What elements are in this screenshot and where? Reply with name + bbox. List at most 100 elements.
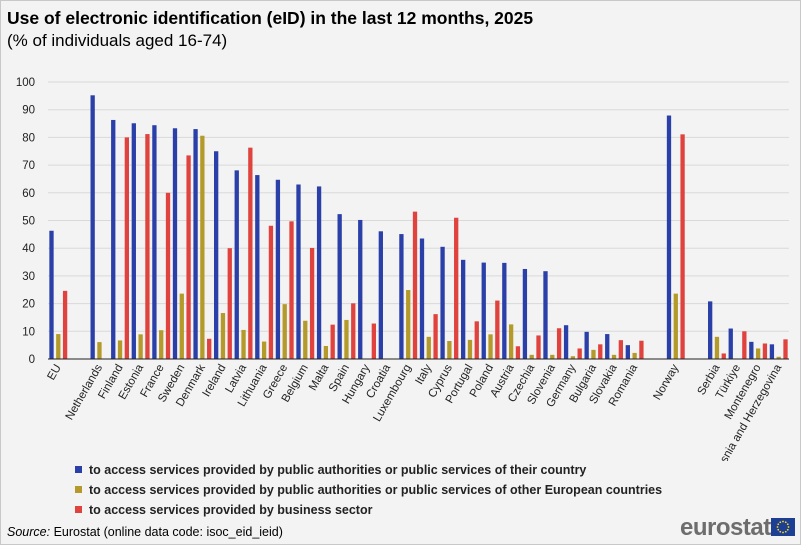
bar-france-series-2 xyxy=(159,330,164,359)
legend-label-3: to access services provided by business … xyxy=(89,503,373,517)
flag-star xyxy=(782,520,784,523)
source-note: Source: Eurostat (online data code: isoc… xyxy=(7,525,283,539)
bar-czechia-series-1 xyxy=(522,268,528,359)
bar-serbia-series-1 xyxy=(708,301,713,359)
bar-portugal-series-3 xyxy=(474,321,479,359)
bar-malta-series-3 xyxy=(330,324,335,359)
gridlines xyxy=(48,81,789,332)
bar-poland-series-3 xyxy=(495,300,500,359)
bar-bulgaria-series-1 xyxy=(584,331,589,359)
legend-swatch-2 xyxy=(75,486,82,493)
bar-austria-series-2 xyxy=(508,324,514,360)
bar-romania-series-1 xyxy=(625,345,630,359)
flag-star xyxy=(786,523,789,526)
bar-bosnia-and-herzegovina-series-1 xyxy=(769,344,775,359)
x-tick-label: Norway xyxy=(652,362,682,402)
bar-greece-series-1 xyxy=(275,179,281,359)
bar-spain-series-3 xyxy=(351,303,356,359)
bar-sweden-series-2 xyxy=(179,293,184,359)
eu-flag-icon xyxy=(771,518,795,536)
bar-cyprus-series-3 xyxy=(454,217,459,359)
bar-eu-series-3 xyxy=(62,290,68,359)
bars xyxy=(49,95,788,360)
bar-lithuania-series-2 xyxy=(261,341,267,359)
bar-serbia-series-3 xyxy=(721,353,726,359)
bar-latvia-series-1 xyxy=(234,170,239,359)
bar-hungary-series-3 xyxy=(371,323,376,359)
bar-denmark-series-3 xyxy=(207,338,212,359)
bar-serbia-series-2 xyxy=(714,336,720,359)
bar-eu-series-2 xyxy=(56,334,61,359)
bar-lithuania-series-1 xyxy=(255,175,260,359)
bar-greece-series-3 xyxy=(289,221,294,359)
bar-portugal-series-2 xyxy=(467,339,473,359)
bar-montenegro-series-2 xyxy=(755,348,761,359)
legend-label-1: to access services provided by public au… xyxy=(89,463,587,477)
bar-belgium-series-1 xyxy=(296,184,301,359)
bar-norway-series-1 xyxy=(666,115,672,360)
bar-finland-series-3 xyxy=(124,137,129,359)
x-tick-label: Italy xyxy=(413,362,434,386)
chart-subtitle: (% of individuals aged 16-74) xyxy=(7,31,228,50)
flag-star xyxy=(776,526,779,528)
y-tick-label: 10 xyxy=(22,326,35,338)
chart-title: Use of electronic identification (eID) i… xyxy=(7,8,534,28)
flag-star xyxy=(782,531,784,534)
y-tick-label: 50 xyxy=(22,216,35,228)
bar-t-rkiye-series-3 xyxy=(742,331,747,359)
bar-denmark-series-2 xyxy=(200,135,205,359)
bar-slovenia-series-3 xyxy=(556,328,562,359)
bar-chart: 0 10 20 30 40 50 60 70 80 90 100 EU NetherlandsFinl… xyxy=(16,77,789,461)
bar-malta-series-1 xyxy=(316,186,322,359)
bar-ireland-series-2 xyxy=(220,313,226,359)
bar-eu-series-1 xyxy=(49,230,54,359)
y-tick-label: 20 xyxy=(22,299,35,311)
bar-norway-series-2 xyxy=(673,293,678,359)
bar-estonia-series-1 xyxy=(131,123,136,360)
bar-malta-series-2 xyxy=(323,345,329,359)
bar-czechia-series-2 xyxy=(529,354,534,359)
bar-latvia-series-2 xyxy=(241,329,246,359)
bar-belgium-series-3 xyxy=(309,247,315,359)
bar-cyprus-series-2 xyxy=(447,341,452,359)
bar-t-rkiye-series-1 xyxy=(728,328,733,359)
source-label: Source: xyxy=(7,525,51,539)
bar-denmark-series-1 xyxy=(193,129,198,359)
bar-bulgaria-series-3 xyxy=(598,344,603,359)
bar-hungary-series-1 xyxy=(358,219,363,359)
legend-swatch-3 xyxy=(75,506,82,513)
bar-slovakia-series-3 xyxy=(618,340,623,359)
flag-star xyxy=(779,521,782,524)
flag-star xyxy=(777,528,780,531)
bar-norway-series-3 xyxy=(680,134,685,359)
legend-item-series-3: to access services provided by business … xyxy=(75,503,372,517)
flag-star xyxy=(787,526,790,528)
flag-star xyxy=(779,530,782,533)
bar-germany-series-3 xyxy=(577,348,582,359)
y-tick-label: 40 xyxy=(22,243,35,255)
flag-star xyxy=(784,530,787,533)
y-tick-label: 60 xyxy=(22,188,35,200)
bar-ireland-series-3 xyxy=(227,248,232,359)
legend-item-series-1: to access services provided by public au… xyxy=(75,463,586,477)
bar-estonia-series-2 xyxy=(138,334,143,359)
bar-slovenia-series-2 xyxy=(550,354,555,359)
bar-lithuania-series-3 xyxy=(268,225,274,359)
bar-czechia-series-3 xyxy=(536,335,541,359)
bar-finland-series-2 xyxy=(117,340,123,359)
bar-netherlands-series-1 xyxy=(90,95,95,360)
bar-montenegro-series-1 xyxy=(749,341,754,359)
bar-bosnia-and-herzegovina-series-2 xyxy=(776,356,781,359)
bar-latvia-series-3 xyxy=(248,147,253,359)
bar-austria-series-1 xyxy=(502,262,507,359)
y-tick-label: 30 xyxy=(22,271,35,283)
bar-luxembourg-series-1 xyxy=(399,234,404,359)
bar-romania-series-3 xyxy=(639,340,644,359)
logo-text: eurostat xyxy=(680,514,771,541)
legend-swatch-1 xyxy=(75,466,82,473)
flag-star xyxy=(786,528,789,531)
y-tick-label: 90 xyxy=(22,105,35,117)
bar-luxembourg-series-3 xyxy=(412,211,418,359)
bar-sweden-series-1 xyxy=(172,128,178,359)
